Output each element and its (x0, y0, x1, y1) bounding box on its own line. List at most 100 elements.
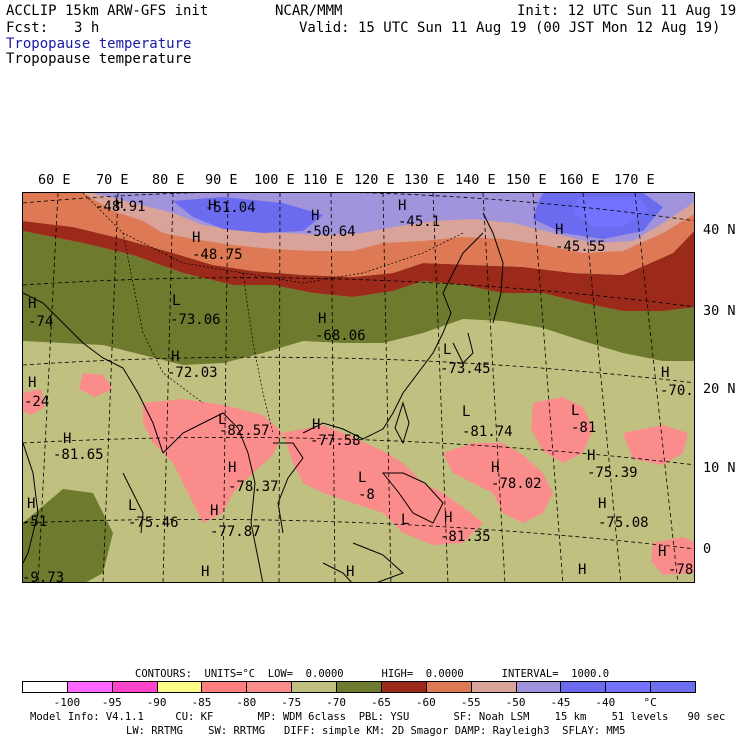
hl-marker: H (658, 544, 667, 560)
hl-marker: H (578, 562, 587, 578)
hl-marker: H (318, 311, 327, 327)
colorbar-swatch (22, 681, 68, 693)
hl-marker: H (210, 503, 219, 519)
lon-label: 140 E (455, 172, 496, 188)
lon-label: 150 E (506, 172, 547, 188)
hl-marker: H (28, 375, 37, 391)
hl-marker: H (27, 496, 36, 512)
lat-label: 20 N (703, 381, 736, 397)
value-label: -81 (571, 420, 597, 436)
hl-marker: L (462, 404, 471, 420)
colorbar-swatch (470, 681, 517, 693)
colorbar-swatch (425, 681, 472, 693)
colorbar-tick-label: °C (643, 696, 657, 709)
value-label: -81.35 (440, 529, 491, 545)
value-label: -68.06 (315, 328, 366, 344)
lon-label: 170 E (614, 172, 655, 188)
hl-marker: H (661, 365, 670, 381)
lon-label: 120 E (354, 172, 395, 188)
hl-marker: H (171, 349, 180, 365)
hl-marker: H (192, 230, 201, 246)
lon-label: 60 E (38, 172, 71, 188)
field-title-1: Tropopause temperature (6, 36, 192, 52)
shading-dark-olive (23, 489, 113, 582)
value-label: -70. (660, 383, 694, 399)
borders (82, 193, 464, 434)
colorbar-swatch (336, 681, 382, 693)
hl-marker: L (401, 512, 410, 528)
colorbar-tick-label: -55 (460, 696, 481, 709)
colorbar-tick-label: -60 (415, 696, 436, 709)
hl-marker: H (444, 510, 453, 526)
colorbar-tick-label: -80 (236, 696, 257, 709)
colorbar-header: CONTOURS: UNITS=°C LOW= 0.0000 HIGH= 0.0… (135, 668, 610, 680)
colorbar-tick-label: -95 (101, 696, 122, 709)
colorbar-tick-label: -70 (326, 696, 347, 709)
colorbar-tick-label: -90 (146, 696, 167, 709)
colorbar-swatch (605, 681, 652, 693)
fcst-value: 3 h (74, 20, 100, 36)
lat-label: 0 (703, 541, 712, 557)
value-label: -75.46 (128, 515, 179, 531)
colorbar-swatch (111, 681, 158, 693)
lat-label: 40 N (703, 222, 736, 238)
value-label: -48.75 (192, 247, 243, 263)
colorbar-swatch (291, 681, 338, 693)
value-label: -75.08 (598, 515, 649, 531)
lon-label: 90 E (205, 172, 238, 188)
footer-line-2: LW: RRTMG SW: RRTMG DIFF: simple KM: 2D … (126, 725, 626, 737)
hl-marker: H (201, 564, 210, 580)
colorbar-swatch (650, 681, 696, 693)
footer-line-1: Model Info: V4.1.1 CU: KF MP: WDM 6class… (30, 711, 726, 723)
colorbar-swatch (515, 681, 562, 693)
shading-salmon (23, 373, 694, 575)
org-label: NCAR/MMM (275, 3, 343, 19)
hl-marker: H (491, 460, 500, 476)
shading-dark-olive (23, 231, 694, 365)
hl-marker: H (555, 222, 564, 238)
hl-marker: H (115, 196, 124, 212)
map-panel (22, 192, 695, 583)
value-label: -51 (22, 514, 48, 530)
value-label: -78 (668, 562, 694, 578)
colorbar-swatch (201, 681, 248, 693)
value-label: -78.02 (491, 476, 542, 492)
colorbar-swatch (156, 681, 203, 693)
value-label: -82.57 (219, 423, 270, 439)
colorbar-swatch (380, 681, 427, 693)
field-title-2: Tropopause temperature (6, 51, 192, 67)
lon-label: 100 E (254, 172, 295, 188)
fcst-label: Fcst: (6, 20, 49, 36)
value-label: -75.39 (587, 465, 638, 481)
lat-label: 30 N (703, 303, 736, 319)
hl-marker: L (172, 293, 181, 309)
value-label: -9.73 (22, 570, 65, 586)
lon-label: 70 E (96, 172, 129, 188)
lon-label: 110 E (303, 172, 344, 188)
hl-marker: L (128, 498, 137, 514)
hl-marker: L (571, 403, 580, 419)
map-canvas (23, 193, 694, 582)
value-label: -73.06 (170, 312, 221, 328)
hl-marker: H (228, 460, 237, 476)
shading-blue (573, 197, 648, 227)
colorbar-tick-label: -85 (191, 696, 212, 709)
value-label: -8 (358, 487, 375, 503)
value-label: -81.65 (53, 447, 104, 463)
value-label: -45.55 (555, 239, 606, 255)
colorbar-tick-label: -40 (595, 696, 616, 709)
hl-marker: H (587, 448, 596, 464)
graticule (23, 193, 694, 582)
value-label: -73.45 (440, 361, 491, 377)
hl-marker: H (28, 296, 37, 312)
value-label: -48.91 (95, 199, 146, 215)
shading-blue (173, 197, 323, 233)
colorbar-tick-label: -65 (371, 696, 391, 709)
lon-label: 160 E (559, 172, 600, 188)
lon-label: 80 E (152, 172, 185, 188)
colorbar-tick-label: -45 (550, 696, 571, 709)
colorbar-swatch (246, 681, 293, 693)
hl-marker: H (311, 208, 320, 224)
value-label: -51.04 (205, 200, 256, 216)
hl-marker: H (63, 431, 72, 447)
